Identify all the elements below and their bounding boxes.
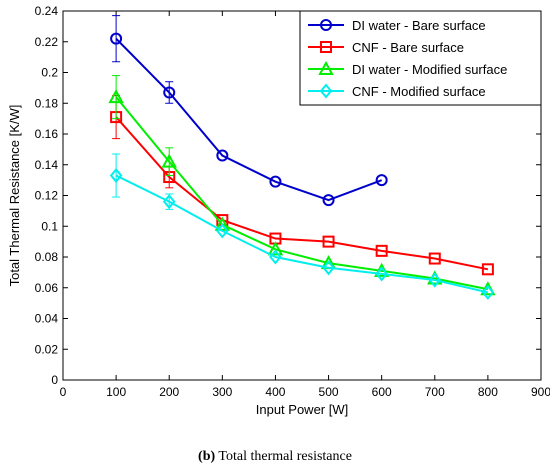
data-point <box>481 263 494 276</box>
data-point <box>162 194 176 210</box>
data-point <box>375 244 388 257</box>
x-tick-label: 800 <box>478 385 498 399</box>
caption-letter: (b) <box>198 449 216 464</box>
data-point <box>163 86 176 99</box>
legend-marker <box>319 83 333 99</box>
legend-marker <box>318 60 334 75</box>
y-tick-label: 0.1 <box>41 219 58 233</box>
legend-entry: CNF - Bare surface <box>352 40 464 55</box>
data-point <box>322 194 335 207</box>
y-tick-label: 0.08 <box>35 250 59 264</box>
legend-box <box>299 10 542 106</box>
y-tick-label: 0.12 <box>35 189 59 203</box>
data-point <box>108 89 124 104</box>
y-tick-label: 0.18 <box>35 96 59 110</box>
legend-marker <box>320 19 332 31</box>
y-tick-label: 0.06 <box>35 281 59 295</box>
data-point <box>428 252 441 265</box>
figure-caption: (b) Total thermal resistance <box>0 449 550 465</box>
chart: 0 100 200 300 400 500 600 700 800 900 0 0.02 0.04 0.0… <box>7 4 550 417</box>
y-tick-label: 0.14 <box>35 158 59 172</box>
x-tick-label: 200 <box>159 385 179 399</box>
x-tick-label: 0 <box>60 385 67 399</box>
data-point <box>214 216 231 231</box>
data-point <box>428 272 442 288</box>
y-axis-label: Total Thermal Resistance [K/W] <box>7 105 22 287</box>
y-tick-label: 0.16 <box>35 127 59 141</box>
data-point <box>216 149 229 162</box>
y-tick-label: 0.24 <box>35 4 59 18</box>
data-point <box>161 153 177 168</box>
series-line-1 <box>115 37 383 202</box>
data-point <box>216 223 229 239</box>
x-axis-label: Input Power [W] <box>256 402 348 417</box>
x-tick-label: 600 <box>372 385 392 399</box>
y-tick-label: 0 <box>51 373 58 387</box>
x-tick-label: 100 <box>106 385 126 399</box>
data-point <box>481 284 495 300</box>
legend-entry: DI water - Bare surface <box>352 18 486 33</box>
data-point <box>110 32 123 45</box>
data-point <box>109 167 123 184</box>
legend-entry: CNF - Modified surface <box>352 84 486 99</box>
x-tick-label: 500 <box>319 385 339 399</box>
series-line-3 <box>115 96 489 291</box>
legend-entry: DI water - Modified surface <box>352 62 507 77</box>
caption-text: Total thermal resistance <box>215 449 352 464</box>
data-point <box>269 249 282 265</box>
series-line-4 <box>115 174 489 294</box>
x-tick-label: 900 <box>531 385 550 399</box>
data-point <box>375 174 388 187</box>
series-line-2 <box>115 116 489 271</box>
data-point <box>322 235 335 248</box>
data-point <box>267 241 284 256</box>
x-tick-label: 300 <box>212 385 232 399</box>
y-tick-label: 0.02 <box>35 342 59 356</box>
y-tick-label: 0.04 <box>35 312 59 326</box>
data-point <box>269 175 282 188</box>
data-point <box>322 260 335 276</box>
y-tick-label: 0.2 <box>41 66 58 80</box>
y-tick-label: 0.22 <box>35 35 59 49</box>
legend-marker <box>320 41 332 53</box>
x-tick-label: 400 <box>265 385 285 399</box>
x-tick-label: 700 <box>425 385 445 399</box>
data-point <box>375 266 388 282</box>
